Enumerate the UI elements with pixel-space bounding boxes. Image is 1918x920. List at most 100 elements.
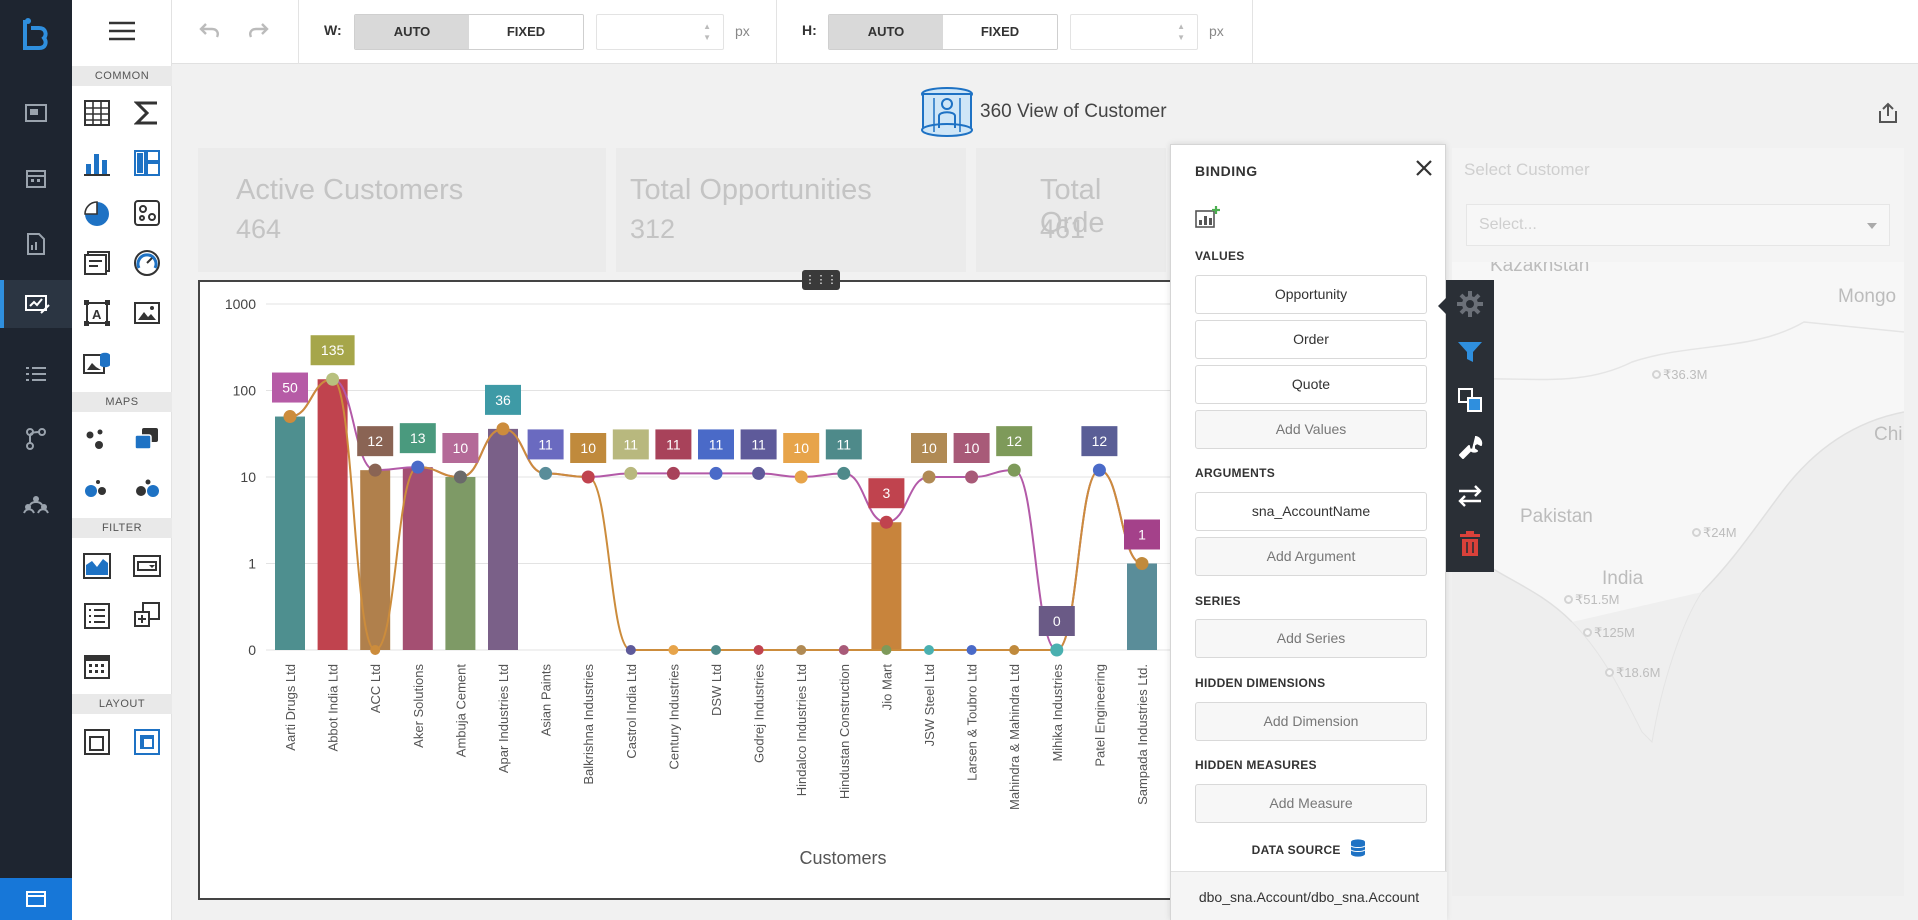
drag-handle-icon[interactable]: ⋮⋮⋮ [802, 270, 840, 290]
bubble-map-icon[interactable] [81, 474, 113, 506]
rail-list-icon[interactable] [0, 350, 72, 398]
bar-chart-widget-icon[interactable] [81, 147, 113, 179]
delete-trash-icon[interactable] [1446, 520, 1494, 568]
list-filter-icon[interactable] [81, 600, 113, 632]
map-marker[interactable] [1564, 595, 1573, 604]
pie-map-icon[interactable] [131, 474, 163, 506]
bound-image-widget-icon[interactable] [81, 347, 113, 379]
tree-filter-icon[interactable] [131, 600, 163, 632]
map-marker[interactable] [1692, 528, 1701, 537]
data-label: 11 [751, 436, 766, 452]
x-tick-label: Balkrishna Industries [581, 664, 596, 785]
combobox-filter-icon[interactable] [131, 550, 163, 582]
tab-container-layout-icon[interactable] [131, 726, 163, 758]
height-fixed-button[interactable]: FIXED [943, 15, 1057, 49]
map-marker[interactable] [1605, 668, 1614, 677]
range-filter-icon[interactable] [81, 550, 113, 582]
rail-reports-icon[interactable] [0, 220, 72, 268]
wrench-icon[interactable] [1446, 424, 1494, 472]
sigma-widget-icon[interactable] [131, 97, 163, 129]
x-tick-label: Jio Mart [879, 664, 894, 711]
data-point [924, 645, 934, 655]
data-point [453, 470, 467, 484]
geo-point-map-icon[interactable] [81, 424, 113, 456]
customer-select[interactable]: Select... [1466, 204, 1890, 246]
pie-chart-widget-icon[interactable] [81, 197, 113, 229]
x-tick-label: Larsen & Toubro Ltd [965, 664, 980, 781]
rail-designer-icon[interactable] [0, 280, 72, 328]
interactivity-icon[interactable] [1446, 376, 1494, 424]
convert-arrows-icon[interactable] [1446, 472, 1494, 520]
rail-dashboards-icon[interactable] [0, 89, 72, 137]
data-label-box [996, 426, 1033, 457]
gauge-widget-icon[interactable] [131, 247, 163, 279]
data-point [922, 470, 936, 484]
group-layout-icon[interactable] [81, 726, 113, 758]
height-mode-toggle: AUTO FIXED [828, 14, 1058, 50]
rail-window-icon[interactable] [0, 878, 72, 920]
filter-funnel-icon[interactable] [1446, 328, 1494, 376]
card-widget-icon[interactable] [81, 247, 113, 279]
map-widget[interactable]: Kazakhstan Mongo Chi Pakistan India ₹36.… [1452, 262, 1904, 896]
add-dimension-button[interactable]: Add Dimension [1195, 702, 1427, 741]
undo-icon[interactable] [198, 20, 222, 47]
height-auto-button[interactable]: AUTO [829, 15, 943, 49]
series-section-title: SERIES [1195, 594, 1241, 608]
customer-filter-label: Select Customer [1464, 160, 1590, 179]
data-label-box [911, 433, 947, 463]
width-auto-button[interactable]: AUTO [355, 15, 469, 49]
image-widget-icon[interactable] [131, 297, 163, 329]
value-item-order[interactable]: Order [1195, 320, 1427, 359]
data-point [1007, 463, 1021, 477]
add-measure-button[interactable]: Add Measure [1195, 784, 1427, 823]
redo-icon[interactable] [246, 20, 270, 47]
add-argument-button[interactable]: Add Argument [1195, 537, 1427, 576]
data-point [879, 515, 893, 529]
data-label-box [825, 429, 862, 460]
data-source-value[interactable]: dbo_sna.Account/dbo_sna.Account [1171, 871, 1447, 920]
map-marker[interactable] [1652, 370, 1661, 379]
rail-workflow-icon[interactable] [0, 415, 72, 463]
grid-widget-icon[interactable] [81, 97, 113, 129]
values-section-title: VALUES [1195, 249, 1245, 263]
date-filter-icon[interactable] [81, 650, 113, 682]
data-label: 0 [1053, 613, 1061, 629]
map-label-country: Mongo [1838, 286, 1897, 307]
hidden-dimensions-section-title: HIDDEN DIMENSIONS [1195, 676, 1326, 690]
map-label-country: India [1602, 568, 1644, 589]
width-fixed-button[interactable]: FIXED [469, 15, 583, 49]
add-values-button[interactable]: Add Values [1195, 410, 1427, 449]
rail-calendar-icon[interactable] [0, 154, 72, 202]
palette-section-common: COMMON [72, 66, 172, 86]
close-icon[interactable] [1415, 159, 1433, 182]
value-item-quote[interactable]: Quote [1195, 365, 1427, 404]
argument-item[interactable]: sna_AccountName [1195, 492, 1427, 531]
choropleth-map-icon[interactable] [131, 424, 163, 456]
value-item-opportunity[interactable]: Opportunity [1195, 275, 1427, 314]
height-value-input[interactable]: ▲ ▼ [1070, 14, 1198, 50]
add-series-button[interactable]: Add Series [1195, 619, 1427, 658]
data-label-box [485, 384, 521, 415]
x-tick-label: Aker Solutions [411, 664, 426, 748]
add-chart-pane-icon[interactable] [1195, 205, 1221, 234]
share-export-icon[interactable] [1877, 102, 1899, 129]
width-value-input[interactable]: ▲ ▼ [596, 14, 724, 50]
scatter-widget-icon[interactable] [131, 197, 163, 229]
palette-section-filter: FILTER [72, 518, 172, 538]
map-marker[interactable] [1583, 628, 1592, 637]
treemap-widget-icon[interactable] [131, 147, 163, 179]
text-widget-icon[interactable]: A [81, 297, 113, 329]
x-tick-label: ACC Ltd [368, 664, 383, 713]
data-point [711, 645, 721, 655]
width-label: W: [324, 22, 342, 38]
chart-widget[interactable]: 1000 100 10 1 0 50 135 12 13 10 36 11 10 11 11 11 11 10 11… [198, 280, 1176, 900]
settings-gear-icon[interactable] [1446, 280, 1494, 328]
data-point [753, 645, 764, 655]
data-point [752, 466, 766, 480]
x-tick-label: Hindustan Construction [837, 664, 852, 799]
data-point [796, 645, 807, 655]
x-tick-label: Apar Industries Ltd [496, 664, 511, 773]
data-source-section: DATA SOURCE [1171, 839, 1447, 857]
hamburger-menu-icon[interactable] [108, 20, 136, 47]
rail-hierarchy-icon[interactable] [0, 480, 72, 528]
